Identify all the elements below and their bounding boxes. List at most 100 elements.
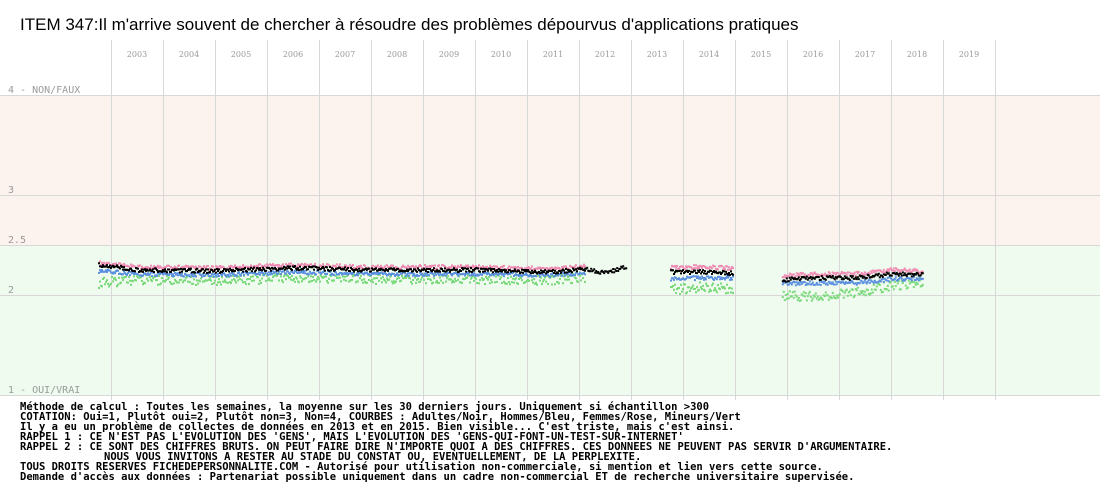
- point-mineurs: [184, 279, 186, 282]
- point-mineurs: [485, 275, 487, 278]
- point-adultes: [441, 268, 443, 271]
- point-adultes: [595, 270, 598, 272]
- point-hommes: [171, 275, 173, 277]
- point-mineurs: [199, 280, 201, 283]
- point-mineurs: [442, 281, 444, 284]
- point-adultes: [277, 269, 279, 272]
- point-mineurs: [846, 294, 849, 297]
- point-mineurs: [881, 291, 884, 293]
- point-adultes: [525, 269, 527, 271]
- point-mineurs: [544, 276, 546, 279]
- point-mineurs: [794, 294, 797, 297]
- point-adultes: [730, 270, 732, 273]
- point-adultes: [850, 276, 853, 279]
- point-adultes: [486, 268, 488, 271]
- point-mineurs: [710, 289, 712, 292]
- point-adultes: [571, 271, 573, 274]
- point-femmes: [193, 266, 195, 269]
- point-femmes: [692, 267, 694, 270]
- point-adultes: [674, 271, 676, 274]
- point-adultes: [507, 271, 509, 274]
- point-hommes: [287, 270, 289, 273]
- point-mineurs: [541, 283, 543, 285]
- point-femmes: [392, 264, 394, 267]
- point-mineurs: [894, 285, 897, 288]
- point-adultes: [261, 269, 263, 272]
- x-tick-label: 2003: [127, 50, 147, 59]
- point-hommes: [793, 281, 796, 284]
- point-mineurs: [427, 278, 429, 280]
- point-adultes: [819, 278, 822, 281]
- point-hommes: [319, 271, 321, 274]
- point-femmes: [910, 271, 913, 273]
- point-adultes: [540, 269, 542, 272]
- point-adultes: [845, 276, 848, 279]
- point-mineurs: [380, 277, 382, 280]
- x-axis-year-labels: 2003 2004 2005 2006 2007 2008 2009 2010 2011 2012…: [127, 50, 979, 59]
- point-adultes: [586, 266, 589, 269]
- point-hommes: [675, 276, 677, 279]
- point-femmes: [867, 271, 870, 274]
- point-hommes: [109, 269, 111, 272]
- point-femmes: [820, 273, 823, 276]
- point-mineurs: [103, 276, 105, 279]
- footer-notes: Méthode de calcul : Toutes les semaines,…: [20, 401, 892, 483]
- point-adultes: [697, 269, 699, 272]
- point-hommes: [213, 275, 215, 278]
- point-mineurs: [582, 277, 584, 280]
- point-femmes: [377, 264, 379, 267]
- point-adultes: [914, 273, 917, 276]
- point-mineurs: [412, 279, 414, 282]
- point-femmes: [723, 266, 725, 269]
- point-femmes: [199, 265, 201, 268]
- point-mineurs: [527, 278, 529, 281]
- point-adultes: [533, 271, 535, 274]
- point-mineurs: [546, 274, 548, 277]
- point-adultes: [298, 269, 300, 272]
- point-mineurs: [381, 281, 383, 284]
- point-adultes: [842, 278, 845, 281]
- point-adultes: [701, 270, 703, 273]
- point-hommes: [279, 269, 281, 272]
- point-hommes: [438, 274, 440, 277]
- point-femmes: [379, 266, 381, 269]
- point-adultes: [581, 267, 583, 270]
- point-adultes: [244, 267, 246, 269]
- point-adultes: [552, 269, 554, 271]
- point-mineurs: [117, 283, 119, 286]
- point-femmes: [912, 269, 915, 272]
- point-adultes: [263, 268, 265, 271]
- point-femmes: [847, 271, 850, 274]
- point-mineurs: [120, 281, 122, 284]
- point-adultes: [287, 265, 289, 268]
- point-mineurs: [415, 281, 417, 284]
- point-hommes: [433, 274, 435, 277]
- point-hommes: [259, 273, 261, 276]
- point-hommes: [132, 271, 134, 274]
- point-adultes: [332, 267, 334, 270]
- point-mineurs: [107, 282, 109, 285]
- point-femmes: [413, 266, 415, 269]
- point-mineurs: [363, 278, 365, 281]
- point-mineurs: [108, 285, 110, 288]
- point-mineurs: [257, 276, 259, 279]
- point-hommes: [509, 272, 511, 275]
- point-mineurs: [189, 281, 191, 284]
- point-adultes: [576, 270, 578, 273]
- point-mineurs: [149, 276, 151, 279]
- point-hommes: [486, 273, 488, 276]
- point-mineurs: [276, 274, 278, 277]
- point-adultes: [282, 267, 284, 270]
- point-hommes: [216, 275, 218, 278]
- point-hommes: [326, 273, 328, 275]
- point-mineurs: [886, 284, 889, 287]
- point-mineurs: [272, 275, 274, 278]
- point-adultes: [116, 264, 118, 267]
- point-hommes: [302, 271, 304, 274]
- point-mineurs: [305, 277, 307, 280]
- point-mineurs: [417, 278, 419, 280]
- point-femmes: [728, 266, 730, 269]
- point-femmes: [916, 269, 919, 272]
- point-mineurs: [146, 277, 148, 280]
- point-mineurs: [481, 277, 483, 280]
